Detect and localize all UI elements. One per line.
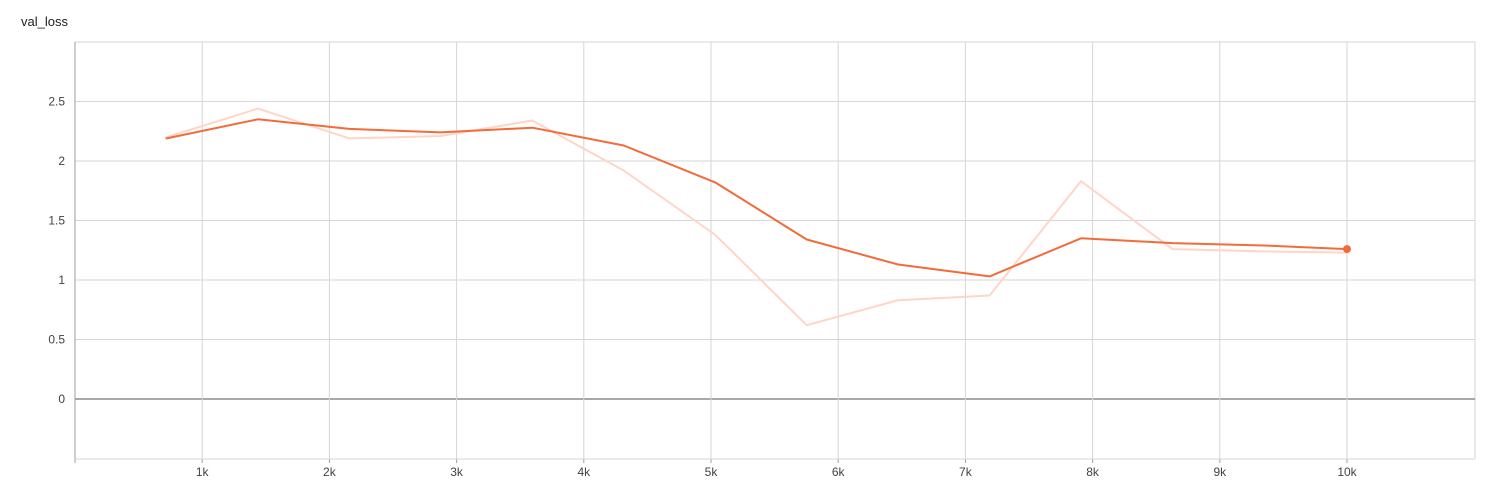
x-tick-label: 3k (450, 465, 464, 479)
axis-layer (74, 42, 1475, 463)
series-layer (165, 107, 1351, 327)
x-tick-label: 9k (1213, 465, 1227, 479)
smoothed-series-line (165, 118, 1348, 278)
x-tick-label: 2k (323, 465, 337, 479)
tick-label-layer: 0 0.5 1 1.5 2 2.5 1k 2k 3k 4k 5k 6k 7k 8k 9k 10k (48, 95, 1357, 480)
x-tick-label: 7k (959, 465, 973, 479)
chart-title: val_loss (21, 14, 68, 29)
x-tick-label: 5k (705, 465, 719, 479)
x-tick-label: 10k (1337, 465, 1357, 479)
raw-series-line (165, 107, 1348, 327)
x-tick-label: 8k (1086, 465, 1100, 479)
smoothed-endpoint-marker (1343, 245, 1351, 254)
grid-layer (75, 41, 1476, 459)
y-tick-label: 0.5 (48, 333, 65, 347)
y-tick-label: 0 (58, 392, 65, 406)
x-tick-label: 4k (577, 465, 591, 479)
y-tick-label: 1.5 (48, 214, 65, 228)
x-tick-label: 6k (832, 465, 846, 479)
y-tick-label: 1 (58, 273, 65, 287)
y-tick-label: 2.5 (48, 95, 65, 109)
y-tick-label: 2 (58, 154, 65, 168)
x-tick-label: 1k (196, 465, 210, 479)
